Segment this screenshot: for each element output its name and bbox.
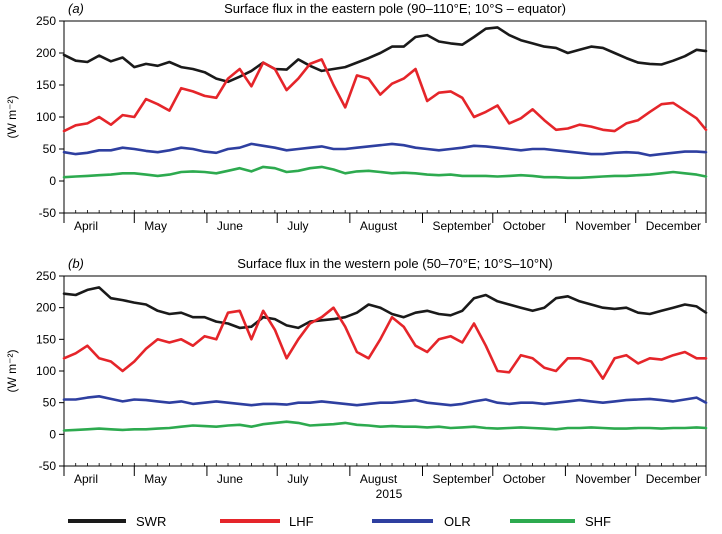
x-month-label: April <box>74 219 98 233</box>
y-tick-label: 250 <box>36 269 56 283</box>
panel-a-letter: (a) <box>68 1 84 16</box>
series-line-lhf <box>62 58 708 133</box>
x-month-label: December <box>646 219 701 233</box>
legend: SWR LHF OLR SHF <box>68 514 611 529</box>
panel-b-plot: -50 0 50 100 150 200 250 April May June July August… <box>36 269 708 486</box>
series-line-swr <box>62 26 708 84</box>
y-tick-label: 100 <box>36 110 56 124</box>
y-tick-label: 250 <box>36 14 56 28</box>
y-tick-label: 0 <box>49 427 56 441</box>
legend-label-swr: SWR <box>136 514 166 529</box>
x-month-label: April <box>74 472 98 486</box>
x-month-label: September <box>432 219 491 233</box>
x-month-label: November <box>575 472 630 486</box>
series-line-swr <box>62 286 708 330</box>
y-tick-label: 50 <box>43 142 57 156</box>
panel-b-letter: (b) <box>68 256 84 271</box>
x-axis-year-label: 2015 <box>376 487 403 501</box>
y-tick-label: 0 <box>49 174 56 188</box>
y-tick-label: 150 <box>36 332 56 346</box>
y-tick-label: -50 <box>39 459 57 473</box>
series-line-olr <box>62 394 708 407</box>
plot-frame <box>63 275 707 467</box>
panel-a-title: Surface flux in the eastern pole (90–110… <box>224 1 566 16</box>
panel-a-plot: -50 0 50 100 150 200 250 April May June July August… <box>36 14 708 233</box>
x-month-label: July <box>287 472 308 486</box>
legend-label-lhf: LHF <box>289 514 314 529</box>
series-line-shf <box>62 165 708 180</box>
panel-b-ylabel: (W m⁻²) <box>5 350 19 393</box>
legend-label-shf: SHF <box>585 514 611 529</box>
y-tick-label: -50 <box>39 206 57 220</box>
series-line-olr <box>62 142 708 157</box>
x-month-label: May <box>144 472 167 486</box>
panel-a: (a) Surface flux in the eastern pole (90… <box>5 1 708 233</box>
series-line-lhf <box>62 306 708 380</box>
x-month-label: May <box>144 219 167 233</box>
panel-b-title: Surface flux in the western pole (50–70°… <box>237 256 553 271</box>
y-tick-label: 100 <box>36 364 56 378</box>
x-month-label: December <box>646 472 701 486</box>
x-month-label: June <box>217 472 243 486</box>
x-month-label: October <box>503 219 546 233</box>
x-month-label: October <box>503 472 546 486</box>
y-tick-label: 150 <box>36 78 56 92</box>
legend-label-olr: OLR <box>444 514 471 529</box>
x-month-label: August <box>360 219 398 233</box>
series-line-shf <box>62 420 708 432</box>
panel-b: (b) Surface flux in the western pole (50… <box>5 256 708 486</box>
x-month-label: July <box>287 219 308 233</box>
y-tick-label: 200 <box>36 301 56 315</box>
x-month-label: November <box>575 219 630 233</box>
x-month-label: August <box>360 472 398 486</box>
panel-a-ylabel: (W m⁻²) <box>5 96 19 139</box>
y-tick-label: 50 <box>43 396 57 410</box>
y-tick-label: 200 <box>36 46 56 60</box>
x-month-label: September <box>432 472 491 486</box>
x-month-label: June <box>217 219 243 233</box>
